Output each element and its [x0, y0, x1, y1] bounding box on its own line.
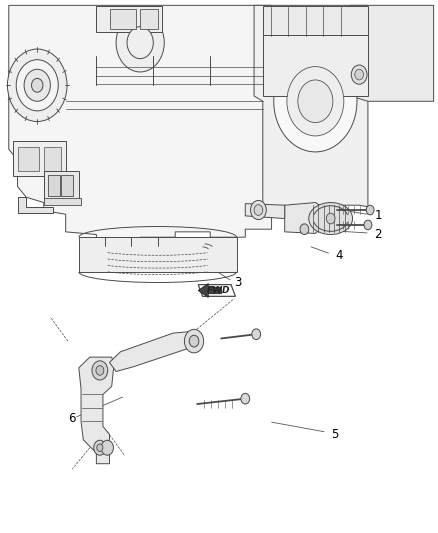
Bar	[96, 6, 162, 32]
Bar	[0, 0, 438, 298]
Circle shape	[254, 205, 263, 215]
Text: 5: 5	[331, 428, 338, 441]
Circle shape	[32, 78, 43, 92]
Bar	[44, 171, 79, 200]
Circle shape	[94, 440, 106, 455]
Bar	[44, 198, 81, 205]
Text: 6: 6	[68, 412, 75, 425]
Circle shape	[298, 80, 333, 123]
Polygon shape	[18, 197, 53, 213]
Bar	[61, 175, 73, 196]
Polygon shape	[285, 203, 320, 233]
Circle shape	[364, 220, 372, 230]
Circle shape	[287, 67, 344, 136]
Circle shape	[101, 440, 113, 455]
Circle shape	[127, 27, 153, 59]
Text: 4: 4	[335, 249, 343, 262]
Polygon shape	[245, 204, 285, 219]
Polygon shape	[198, 284, 222, 297]
Circle shape	[300, 224, 309, 235]
Polygon shape	[254, 5, 368, 229]
Bar	[263, 35, 368, 96]
Bar	[79, 237, 237, 272]
Circle shape	[16, 60, 58, 111]
Bar	[13, 141, 66, 176]
Circle shape	[116, 13, 164, 72]
Circle shape	[92, 361, 108, 380]
Bar	[110, 9, 136, 29]
Ellipse shape	[309, 203, 353, 235]
Circle shape	[96, 366, 104, 375]
Polygon shape	[110, 332, 199, 372]
Circle shape	[184, 329, 204, 353]
Text: 2: 2	[374, 228, 382, 241]
Circle shape	[252, 329, 261, 340]
Circle shape	[326, 213, 335, 224]
Polygon shape	[9, 5, 272, 245]
Circle shape	[366, 205, 374, 215]
Circle shape	[351, 65, 367, 84]
Circle shape	[251, 200, 266, 220]
Circle shape	[24, 69, 50, 101]
Circle shape	[97, 444, 103, 451]
Circle shape	[355, 69, 364, 80]
Circle shape	[189, 335, 199, 347]
Bar	[263, 6, 368, 37]
Text: 1: 1	[374, 209, 382, 222]
Text: FWD: FWD	[206, 286, 230, 295]
Polygon shape	[198, 285, 236, 296]
Circle shape	[241, 393, 250, 404]
Polygon shape	[350, 5, 434, 101]
Circle shape	[7, 49, 67, 122]
Bar	[48, 175, 60, 196]
Circle shape	[274, 51, 357, 152]
Polygon shape	[79, 357, 114, 464]
Bar	[44, 147, 61, 171]
Text: 3: 3	[234, 276, 242, 289]
Bar	[140, 9, 158, 29]
Bar	[18, 147, 39, 171]
